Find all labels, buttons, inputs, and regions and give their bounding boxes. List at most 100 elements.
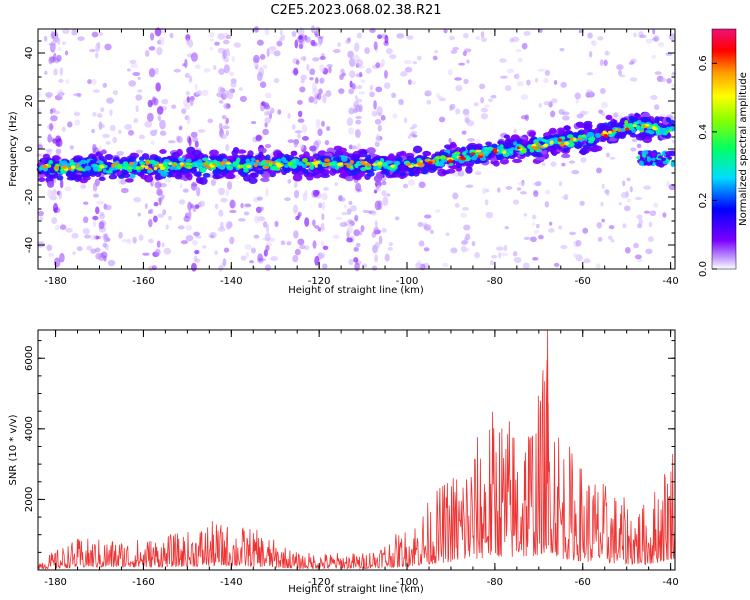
colorbar-tick-label: 0.2 — [698, 192, 709, 208]
streak-mark — [49, 108, 53, 115]
noise-mark — [407, 135, 412, 139]
noise-mark — [326, 126, 331, 132]
noise-mark — [415, 262, 422, 269]
streak-mark — [48, 252, 55, 258]
band-mark — [243, 168, 249, 173]
band-mark — [645, 123, 650, 127]
band-mark — [159, 149, 167, 154]
band-mark — [377, 164, 383, 168]
noise-mark — [662, 212, 667, 218]
y-tick-label: 40 — [24, 47, 35, 60]
snr-axes: -180 -160 -140 -120 -100 -80 -60 -40 2000 4000 600… — [24, 330, 679, 588]
noise-mark — [64, 50, 69, 56]
band-mark — [393, 160, 401, 166]
streak-mark — [160, 194, 165, 200]
noise-mark — [105, 204, 112, 211]
band-mark — [158, 163, 164, 167]
band-mark — [497, 140, 505, 145]
streak-mark — [218, 209, 224, 217]
band-mark — [561, 153, 571, 159]
noise-mark — [37, 144, 43, 150]
streak-mark — [217, 86, 224, 95]
noise-mark — [102, 133, 110, 138]
noise-mark — [516, 72, 520, 80]
streak-mark — [194, 64, 201, 70]
band-mark — [292, 173, 303, 182]
noise-mark — [332, 48, 341, 54]
streak-mark — [226, 103, 231, 109]
band-mark — [202, 162, 207, 167]
band-mark — [177, 157, 185, 162]
noise-mark — [503, 244, 508, 252]
noise-mark — [558, 225, 563, 230]
band-mark — [503, 134, 511, 139]
band-mark — [168, 162, 173, 166]
noise-mark — [449, 103, 456, 110]
band-mark — [179, 162, 184, 166]
band-mark — [141, 165, 146, 168]
streak-mark — [254, 215, 260, 224]
band-mark — [561, 142, 565, 147]
noise-mark — [268, 46, 277, 51]
band-mark — [587, 137, 595, 141]
noise-mark — [586, 72, 594, 76]
band-mark — [56, 175, 64, 181]
noise-mark — [560, 244, 568, 250]
streak-mark — [264, 143, 272, 149]
streak-mark — [264, 264, 272, 272]
streak-mark — [353, 246, 359, 252]
noise-mark — [532, 256, 539, 261]
x-tick-label: -140 — [220, 577, 243, 588]
streak-mark — [322, 245, 329, 250]
band-mark — [579, 149, 590, 155]
streak-mark — [380, 114, 386, 121]
noise-mark — [62, 41, 66, 45]
y-tick-label: -40 — [24, 237, 35, 253]
streak-mark — [100, 251, 108, 259]
noise-mark — [629, 186, 633, 193]
streak-mark — [91, 234, 97, 241]
band-mark — [263, 165, 270, 169]
noise-mark — [534, 77, 539, 83]
band-mark — [569, 137, 574, 141]
noise-mark — [426, 99, 432, 105]
noise-mark — [597, 236, 603, 242]
band-mark — [541, 138, 548, 143]
x-tick-label: -80 — [487, 276, 503, 287]
noise-mark — [148, 238, 154, 244]
band-mark — [377, 161, 383, 166]
noise-mark — [326, 64, 334, 68]
noise-mark — [409, 126, 415, 130]
noise-mark — [171, 104, 177, 109]
band-mark — [312, 161, 316, 165]
streak-mark — [320, 222, 325, 230]
band-mark — [449, 141, 457, 148]
band-mark — [607, 130, 612, 135]
noise-mark — [89, 48, 96, 53]
band-branch-mark — [638, 160, 644, 166]
streak-mark — [102, 242, 107, 248]
x-tick-label: -60 — [575, 276, 591, 287]
band-mark — [527, 144, 533, 150]
noise-mark — [539, 28, 543, 33]
band-mark — [255, 159, 260, 163]
noise-mark — [616, 65, 623, 69]
streak-mark — [293, 204, 298, 214]
band-mark — [265, 154, 271, 161]
streak-mark — [346, 237, 353, 243]
noise-mark — [597, 36, 604, 41]
streak-mark — [354, 42, 360, 52]
band-mark — [605, 114, 613, 121]
noise-mark — [165, 224, 169, 230]
noise-mark — [294, 130, 303, 134]
noise-mark — [273, 50, 281, 57]
band-mark — [343, 162, 349, 166]
band-mark — [302, 169, 309, 174]
noise-mark — [465, 233, 471, 241]
streak-mark — [312, 189, 320, 197]
streak-mark — [356, 59, 363, 68]
band-mark — [365, 154, 372, 159]
band-mark — [483, 146, 491, 151]
band-mark — [102, 168, 107, 173]
band-mark — [195, 171, 202, 178]
